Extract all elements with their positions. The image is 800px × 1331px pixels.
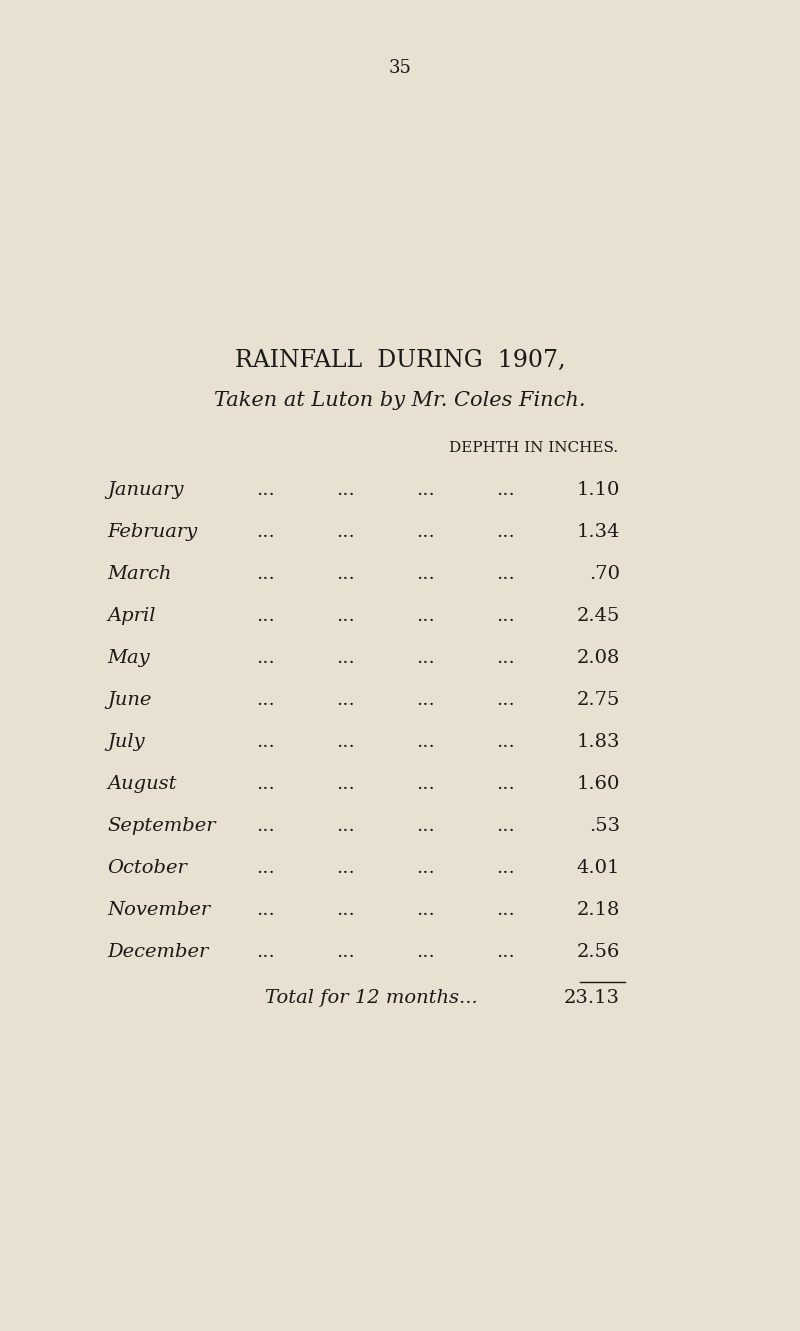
Text: 23.13: 23.13 [564,989,620,1008]
Text: 1.34: 1.34 [577,523,620,540]
Text: ...: ... [496,733,514,751]
Text: January: January [107,480,183,499]
Text: May: May [107,650,150,667]
Text: ...: ... [256,901,274,918]
Text: ...: ... [336,650,354,667]
Text: ...: ... [496,901,514,918]
Text: ...: ... [336,942,354,961]
Text: Taken at Luton by Mr. Coles Finch.: Taken at Luton by Mr. Coles Finch. [214,390,586,410]
Text: RAINFALL  DURING  1907,: RAINFALL DURING 1907, [234,349,566,371]
Text: ...: ... [416,564,434,583]
Text: ...: ... [256,480,274,499]
Text: ...: ... [416,523,434,540]
Text: ...: ... [336,523,354,540]
Text: ...: ... [336,817,354,835]
Text: ...: ... [496,858,514,877]
Text: 1.10: 1.10 [577,480,620,499]
Text: February: February [107,523,198,540]
Text: ...: ... [336,775,354,793]
Text: 2.56: 2.56 [577,942,620,961]
Text: DEPHTH IN INCHES.: DEPHTH IN INCHES. [449,441,618,455]
Text: ...: ... [416,817,434,835]
Text: ...: ... [416,607,434,626]
Text: ...: ... [496,480,514,499]
Text: September: September [107,817,216,835]
Text: ...: ... [416,775,434,793]
Text: ...: ... [416,942,434,961]
Text: 2.08: 2.08 [577,650,620,667]
Text: ...: ... [416,650,434,667]
Text: ...: ... [496,564,514,583]
Text: ...: ... [496,775,514,793]
Text: ...: ... [256,523,274,540]
Text: ...: ... [416,901,434,918]
Text: 2.75: 2.75 [577,691,620,709]
Text: 2.45: 2.45 [577,607,620,626]
Text: ...: ... [256,650,274,667]
Text: .70: .70 [589,564,620,583]
Text: 2.18: 2.18 [577,901,620,918]
Text: ...: ... [496,817,514,835]
Text: ...: ... [256,775,274,793]
Text: 1.83: 1.83 [577,733,620,751]
Text: ...: ... [256,817,274,835]
Text: ...: ... [336,691,354,709]
Text: November: November [107,901,210,918]
Text: ...: ... [336,564,354,583]
Text: ...: ... [256,733,274,751]
Text: ...: ... [336,607,354,626]
Text: August: August [107,775,177,793]
Text: March: March [107,564,171,583]
Text: ...: ... [256,858,274,877]
Text: ...: ... [256,607,274,626]
Text: Total for 12 months...: Total for 12 months... [265,989,478,1008]
Text: ...: ... [496,942,514,961]
Text: 1.60: 1.60 [577,775,620,793]
Text: April: April [107,607,155,626]
Text: ...: ... [496,607,514,626]
Text: ...: ... [496,691,514,709]
Text: June: June [107,691,151,709]
Text: July: July [107,733,145,751]
Text: ...: ... [336,858,354,877]
Text: ...: ... [336,901,354,918]
Text: December: December [107,942,208,961]
Text: ...: ... [416,858,434,877]
Text: ...: ... [336,733,354,751]
Text: ...: ... [336,480,354,499]
Text: 4.01: 4.01 [577,858,620,877]
Text: ...: ... [416,691,434,709]
Text: 35: 35 [389,59,411,77]
Text: ...: ... [496,523,514,540]
Text: ...: ... [256,942,274,961]
Text: ...: ... [416,733,434,751]
Text: ...: ... [256,691,274,709]
Text: .53: .53 [589,817,620,835]
Text: ...: ... [496,650,514,667]
Text: ...: ... [416,480,434,499]
Text: ...: ... [256,564,274,583]
Text: October: October [107,858,187,877]
